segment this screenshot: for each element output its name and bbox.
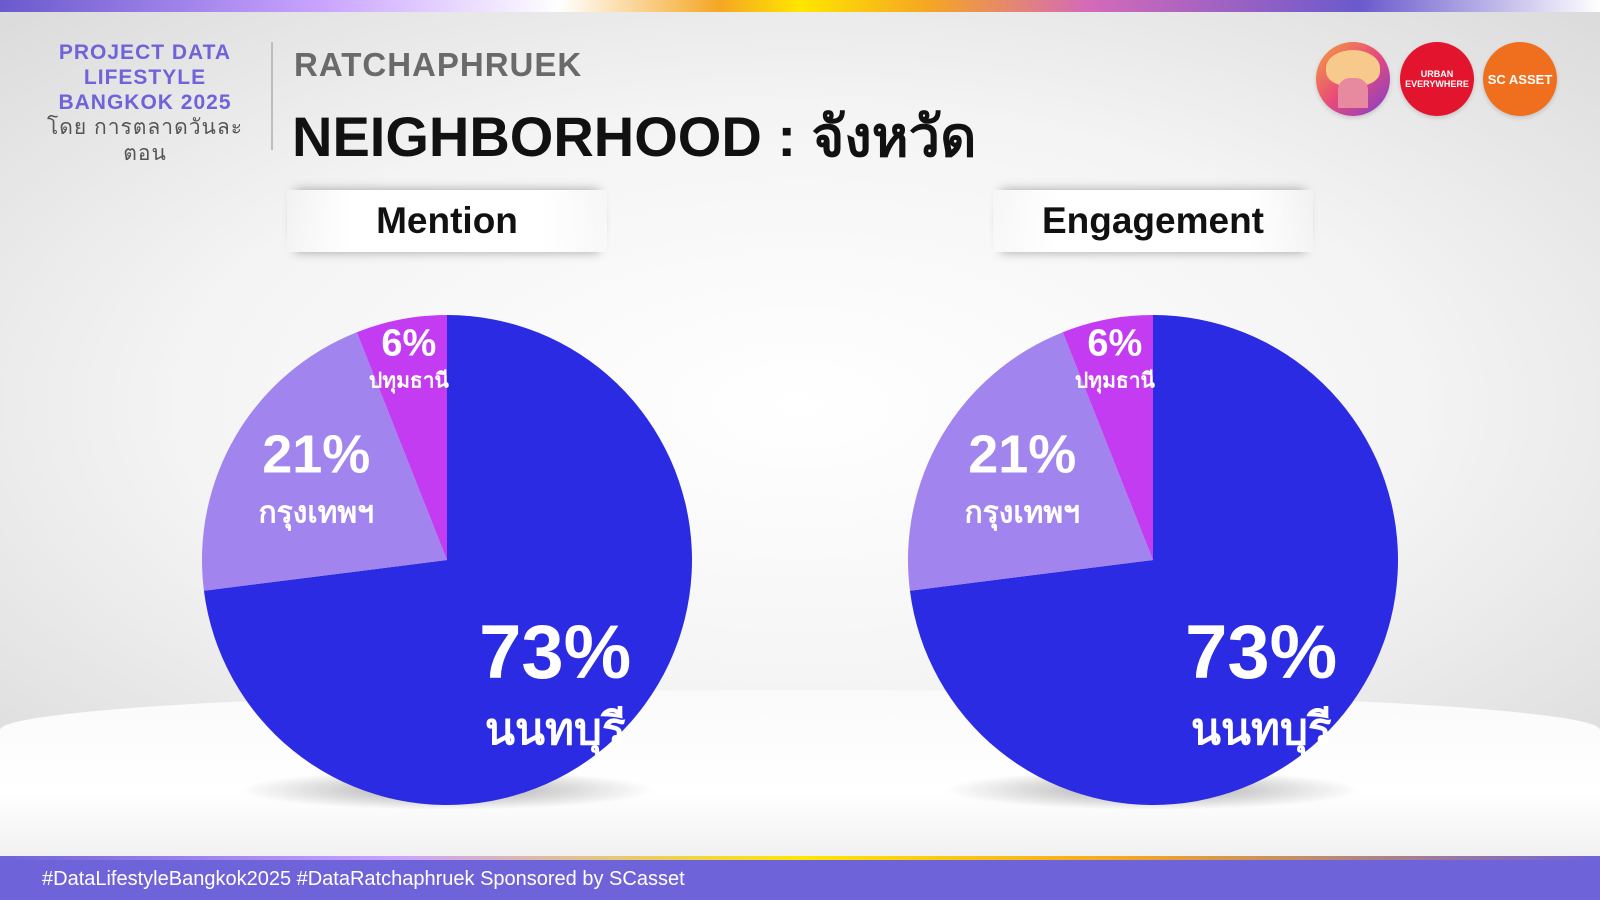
page-title: NEIGHBORHOOD : จังหวัด [292, 105, 977, 168]
top-gradient-bar [0, 0, 1600, 12]
pie-1-slice-pathumthani [1062, 315, 1153, 560]
pie-0-slice-pathumthani [356, 315, 447, 560]
urban-everywhere-logo: URBAN EVERYWHERE [1400, 42, 1474, 116]
pie-0-slice-bangkok [202, 332, 447, 591]
pie-0-name-label-nonthaburi: นนทบุรี [485, 704, 626, 757]
engagement-chart-title: Engagement [993, 190, 1313, 252]
footer-bar [0, 860, 1600, 900]
pie-1-pct-label-nonthaburi: 73% [1185, 610, 1337, 695]
mascot-logo [1316, 42, 1390, 116]
pie-1-slice-nonthaburi [909, 315, 1398, 805]
pie-0-pct-label-pathumthani: 6% [381, 322, 436, 364]
pie-0-name-label-bangkok: กรุงเทพฯ [258, 496, 374, 532]
footer-accent-line [0, 856, 1600, 860]
pie-1-pct-label-pathumthani: 6% [1087, 322, 1142, 364]
brand-line-2: LIFESTYLE [83, 66, 207, 89]
pie-1-name-label-nonthaburi: นนทบุรี [1191, 704, 1332, 757]
pie-1-slice-bangkok [908, 332, 1153, 591]
pie-0-slice-nonthaburi [203, 315, 693, 805]
urban-everywhere-logo-text: URBAN EVERYWHERE [1405, 69, 1469, 89]
footer-hashtags: #DataLifestyleBangkok2025 #DataRatchaphr… [42, 868, 685, 890]
sc-asset-logo-text: SC ASSET [1487, 71, 1553, 87]
pie-0-name-label-pathumthani: ปทุมธานี [369, 368, 450, 394]
pie-0-pct-label-nonthaburi: 73% [479, 610, 631, 695]
pie-1-pct-label-bangkok: 21% [968, 425, 1076, 485]
page-eyebrow: RATCHAPHRUEK [294, 46, 583, 83]
mention-pie-chart: 73% นนทบุรี 21% กรุงเทพฯ 6% ปทุมธานี [202, 315, 693, 805]
brand-line-1: PROJECT DATA [58, 41, 232, 64]
mascot-figure-icon [1338, 78, 1368, 108]
brand-subtitle: โดย การตลาดวันละตอน [46, 116, 244, 165]
mention-chart-title: Mention [287, 190, 607, 252]
pie-0-pct-label-bangkok: 21% [262, 425, 370, 485]
sc-asset-logo: SC ASSET [1483, 42, 1557, 116]
brand-line-3: BANGKOK 2025 [58, 91, 232, 114]
header-divider [271, 42, 273, 150]
pie-1-name-label-pathumthani: ปทุมธานี [1075, 368, 1156, 394]
pie-1-name-label-bangkok: กรุงเทพฯ [964, 496, 1080, 532]
engagement-pie-chart: 73% นนทบุรี 21% กรุงเทพฯ 6% ปทุมธานี [908, 315, 1398, 805]
brand-block: PROJECT DATA LIFESTYLE BANGKOK 2025 โดย … [40, 40, 250, 167]
